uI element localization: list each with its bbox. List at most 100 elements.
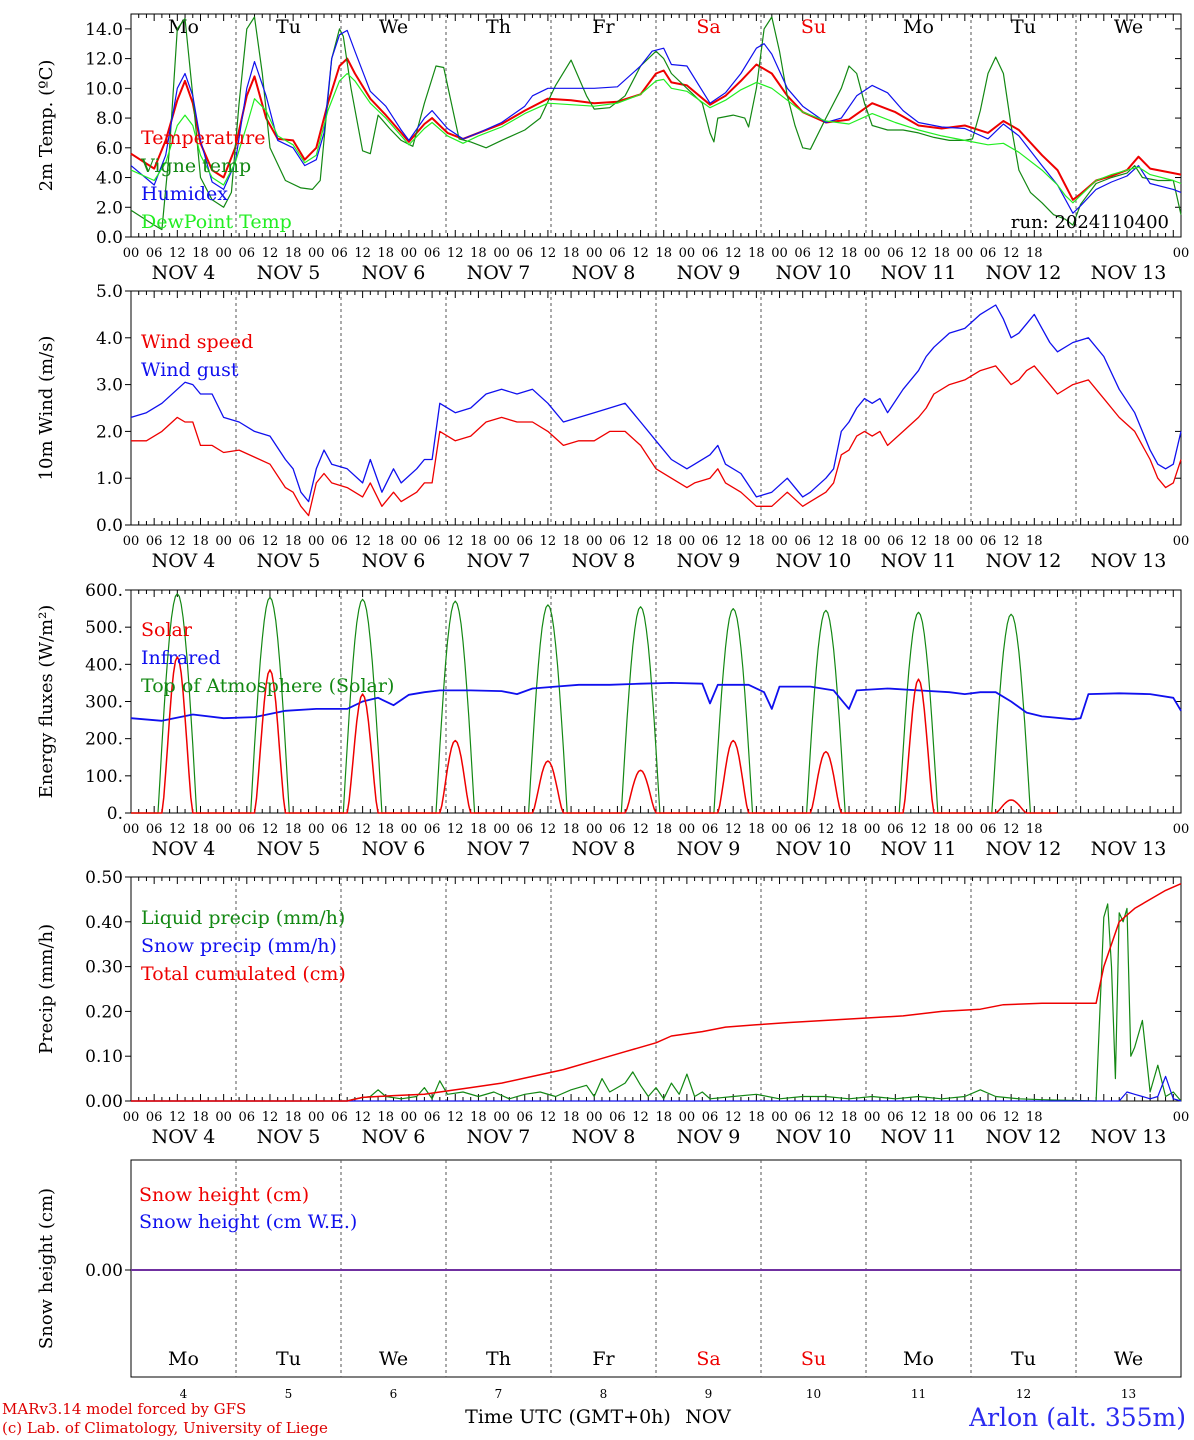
- hour-label: 06: [424, 534, 441, 549]
- hour-label: 06: [702, 1110, 719, 1125]
- hour-label: 18: [748, 822, 765, 837]
- series-wind-speed: [131, 365, 1182, 517]
- date-label: NOV 11: [881, 550, 957, 572]
- hour-label: 06: [239, 534, 256, 549]
- hour-label: 12: [1003, 1110, 1020, 1125]
- y-tick-label: 0.0: [96, 228, 123, 248]
- hour-label: 06: [516, 1110, 533, 1125]
- hour-label: 12: [632, 822, 649, 837]
- hour-label: 00: [957, 822, 974, 837]
- hour-label: 12: [632, 534, 649, 549]
- hour-label: 00: [493, 534, 510, 549]
- hour-label: 06: [331, 246, 348, 261]
- day-number-label: 7: [495, 1387, 503, 1401]
- hour-label: 18: [378, 1110, 395, 1125]
- day-number-label: 5: [285, 1387, 293, 1401]
- hour-label: 18: [1026, 246, 1043, 261]
- date-label: NOV 12: [986, 262, 1062, 284]
- series-wind-gust: [130, 304, 1182, 503]
- legend-entry: Vigne temp: [140, 155, 251, 177]
- hour-label: 12: [725, 246, 742, 261]
- hour-label: 00: [308, 822, 325, 837]
- date-label: NOV 11: [881, 838, 957, 860]
- date-label: NOV 12: [986, 550, 1062, 572]
- hour-label: 12: [262, 246, 279, 261]
- y-tick-label: 0.10: [85, 1047, 123, 1067]
- date-label: NOV 13: [1091, 262, 1167, 284]
- hour-label: 00: [771, 246, 788, 261]
- hour-label: 06: [609, 1110, 626, 1125]
- y-tick-label: 0.00: [85, 1261, 123, 1281]
- hour-label: 12: [818, 534, 835, 549]
- day-of-week-label: Th: [486, 16, 511, 38]
- y-tick-label: 8.0: [96, 109, 123, 129]
- y-tick-label: 14.0: [85, 20, 123, 40]
- hour-label: 12: [818, 246, 835, 261]
- day-number-label: 8: [600, 1387, 608, 1401]
- date-label: NOV 5: [257, 550, 321, 572]
- date-label: NOV 10: [776, 550, 852, 572]
- day-of-week-label: Tu: [276, 16, 301, 38]
- x-axis-month-label: NOV: [685, 1406, 731, 1428]
- hour-label: 00: [771, 1110, 788, 1125]
- hour-label: 06: [239, 246, 256, 261]
- hour-label: 12: [262, 534, 279, 549]
- legend-entry: DewPoint Temp: [141, 211, 292, 233]
- hour-label: 18: [192, 1110, 209, 1125]
- day-of-week-label: Fr: [592, 1348, 615, 1370]
- hour-label: 12: [262, 1110, 279, 1125]
- date-label: NOV 9: [677, 550, 741, 572]
- hour-label: 18: [748, 534, 765, 549]
- y-axis-label: Snow height (cm): [36, 1188, 57, 1349]
- hour-label: 06: [516, 822, 533, 837]
- hour-label: 00: [493, 246, 510, 261]
- series-total-cumulated: [131, 883, 1182, 1102]
- hour-label: 12: [1003, 534, 1020, 549]
- hour-label: 12: [725, 534, 742, 549]
- hour-label: 12: [169, 822, 186, 837]
- legend-entry: Wind gust: [141, 359, 239, 381]
- series-snow-precip: [131, 1075, 1182, 1102]
- hour-label: 12: [447, 246, 464, 261]
- hour-label: 06: [980, 822, 997, 837]
- hour-label: 12: [169, 246, 186, 261]
- y-tick-label: 0.: [107, 804, 123, 824]
- hour-label: 12: [540, 1110, 557, 1125]
- series-top-of-atmosphere: [131, 593, 1058, 814]
- hour-label: 00: [771, 822, 788, 837]
- hour-label: 06: [239, 822, 256, 837]
- hour-label: 18: [470, 1110, 487, 1125]
- hour-label: 00: [123, 822, 140, 837]
- day-number-label: 11: [911, 1387, 926, 1401]
- y-tick-label: 1.0: [96, 469, 123, 489]
- legend-entry: Wind speed: [141, 331, 253, 353]
- date-label: NOV 5: [257, 262, 321, 284]
- hour-label: 18: [841, 534, 858, 549]
- date-label: NOV 9: [677, 262, 741, 284]
- hour-label: 06: [146, 534, 163, 549]
- hour-label: 00: [864, 246, 881, 261]
- y-tick-label: 100.: [85, 767, 123, 787]
- panel-4: 0.00 0.10 0.20 0.30 0.40 0.50 Precip (mm/h) Liq…: [36, 868, 1189, 1148]
- y-tick-label: 0.40: [85, 913, 123, 933]
- hour-label: 00: [957, 534, 974, 549]
- panel-1: 0.0 2.0 4.0 6.0 8.0 10.0 12.0 14.0 2m Temp. (ºC)…: [36, 13, 1189, 284]
- hour-label: 06: [516, 534, 533, 549]
- model-line: MARv3.14 model forced by GFS: [2, 1400, 247, 1418]
- y-tick-label: 0.30: [85, 958, 123, 978]
- hour-label: 06: [424, 246, 441, 261]
- y-tick-label: 5.0: [96, 282, 123, 302]
- hour-label: 00: [401, 1110, 418, 1125]
- hour-label: 00: [1173, 822, 1190, 837]
- date-label: NOV 4: [152, 550, 216, 572]
- date-label: NOV 6: [362, 838, 426, 860]
- date-label: NOV 13: [1091, 1126, 1167, 1148]
- hour-label: 06: [980, 1110, 997, 1125]
- hour-label: 18: [470, 246, 487, 261]
- hour-label: 00: [679, 534, 696, 549]
- legend-entry: Temperature: [141, 127, 265, 149]
- hour-label: 06: [794, 534, 811, 549]
- day-of-week-label: Tu: [1011, 1348, 1036, 1370]
- y-tick-label: 500.: [85, 618, 123, 638]
